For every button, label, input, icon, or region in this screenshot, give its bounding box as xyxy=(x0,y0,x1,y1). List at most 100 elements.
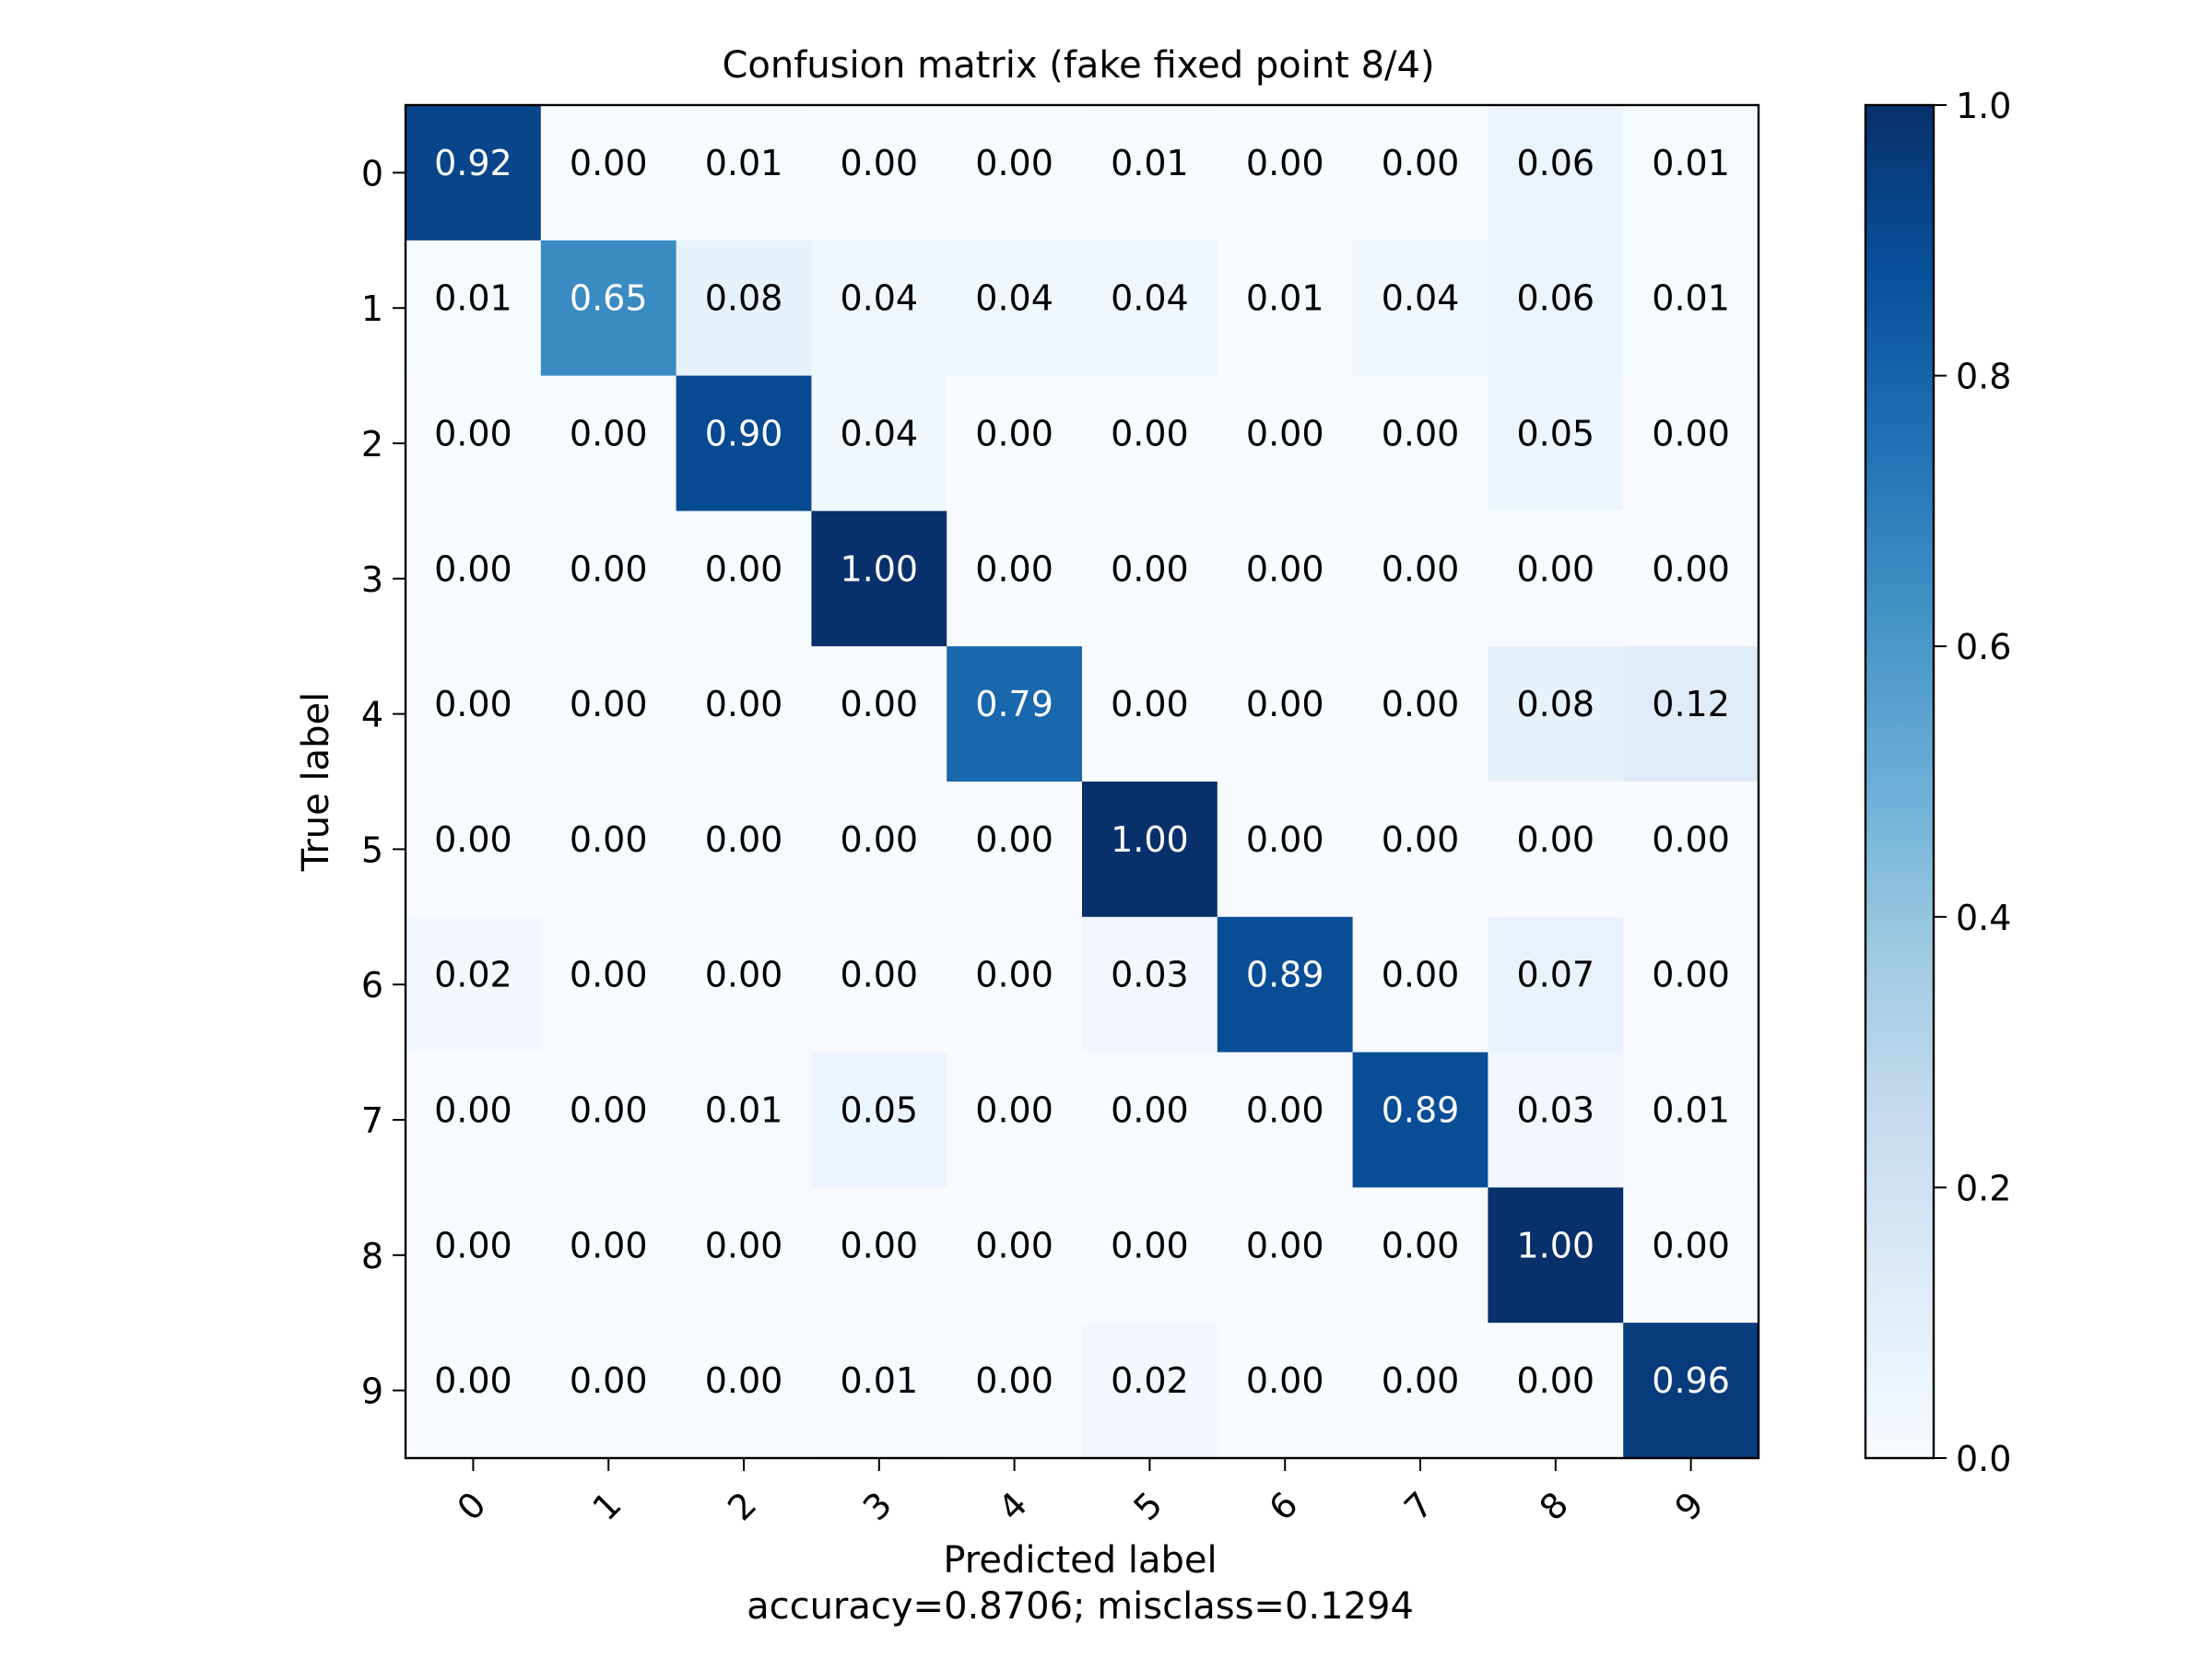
cell-value-label: 0.00 xyxy=(840,819,918,860)
cell-value-label: 0.00 xyxy=(1246,1360,1324,1401)
cell-value-label: 0.00 xyxy=(1516,819,1594,860)
heatmap-cell xyxy=(1352,916,1488,1053)
heatmap-cell xyxy=(406,916,542,1053)
cell-value-label: 0.00 xyxy=(705,1360,783,1401)
y-tick-label: 6 xyxy=(361,965,383,1006)
cell-value-label: 0.00 xyxy=(570,684,648,724)
cell-value-label: 0.01 xyxy=(705,143,783,183)
cell-value-label: 0.01 xyxy=(1246,278,1324,319)
colorbar-tick-label: 1.0 xyxy=(1956,86,2011,126)
cell-value-label: 0.00 xyxy=(570,414,648,454)
y-axis: 0 1 2 3 4 5 6 7 8 9 xyxy=(361,153,406,1412)
cell-value-label: 0.00 xyxy=(1382,548,1460,589)
heatmap-cell xyxy=(676,916,812,1053)
cell-value-label: 0.04 xyxy=(1111,278,1189,319)
cell-value-label: 0.03 xyxy=(1111,955,1189,995)
heatmap-cell xyxy=(540,1323,677,1459)
heatmap-cell xyxy=(1623,511,1759,647)
colorbar-tick-label: 0.0 xyxy=(1956,1439,2011,1479)
cell-value-label: 0.00 xyxy=(570,1225,648,1265)
heatmap-cell xyxy=(540,240,677,377)
heatmap-cell xyxy=(947,1187,1083,1324)
heatmap-cell xyxy=(1217,1323,1354,1459)
heatmap-cell xyxy=(1217,375,1354,512)
heatmap-cell xyxy=(1082,375,1218,512)
cell-value-label: 0.79 xyxy=(975,684,1053,724)
heatmap-cell xyxy=(947,105,1083,241)
heatmap-cell xyxy=(1352,105,1488,241)
heatmap-cell xyxy=(1352,1187,1488,1324)
heatmap-cell xyxy=(1217,1187,1354,1324)
plot-frame xyxy=(404,103,1760,1460)
heatmap-cell xyxy=(406,511,542,647)
heatmap-cell xyxy=(1623,782,1759,918)
heatmap-cell xyxy=(1623,1323,1759,1459)
heatmap-cell xyxy=(1082,511,1218,647)
cell-value-label: 0.00 xyxy=(1111,548,1189,589)
cell-value-label: 0.00 xyxy=(975,955,1053,995)
heatmap-cell xyxy=(947,646,1083,782)
cell-value-label: 0.08 xyxy=(1516,684,1594,724)
heatmap-cell xyxy=(1352,1052,1488,1188)
heatmap-cell xyxy=(947,916,1083,1053)
cell-value-label: 0.00 xyxy=(1652,414,1730,454)
heatmap-cell xyxy=(811,782,947,918)
heatmap-cell xyxy=(1623,240,1759,377)
cell-value-label: 0.00 xyxy=(975,1090,1053,1131)
cell-value-label: 0.06 xyxy=(1516,143,1594,183)
cell-value-label: 0.00 xyxy=(1111,1090,1189,1131)
heatmap-cell xyxy=(1217,1052,1354,1188)
heatmap-cell xyxy=(1082,782,1218,918)
heatmap-cell xyxy=(1488,1052,1624,1188)
cell-value-label: 0.04 xyxy=(840,414,918,454)
cell-value-label: 0.00 xyxy=(570,548,648,589)
cell-value-label: 0.00 xyxy=(705,955,783,995)
cell-value-label: 0.92 xyxy=(434,143,512,183)
heatmap-cell-labels: 0.92 0.00 0.01 0.00 0.00 0.01 0.00 0.00 0.06 0.01… xyxy=(434,143,1730,1401)
cell-value-label: 0.90 xyxy=(705,414,783,454)
heatmap-cell xyxy=(540,105,677,241)
cell-value-label: 0.01 xyxy=(1652,143,1730,183)
cell-value-label: 0.00 xyxy=(1652,1225,1730,1265)
colorbar xyxy=(1864,103,1936,1460)
heatmap-cell xyxy=(540,782,677,918)
cell-value-label: 0.00 xyxy=(434,819,512,860)
accuracy-subtitle: accuracy=0.8706; misclass=0.1294 xyxy=(747,1585,1414,1628)
heatmap-cell xyxy=(811,646,947,782)
cell-value-label: 0.02 xyxy=(434,955,512,995)
heatmap-cell xyxy=(811,375,947,512)
cell-value-label: 0.89 xyxy=(1246,955,1324,995)
cell-value-label: 0.01 xyxy=(705,1090,783,1131)
heatmap-cell xyxy=(1082,1052,1218,1188)
heatmap-cell xyxy=(1217,105,1354,241)
cell-value-label: 0.00 xyxy=(975,414,1053,454)
y-tick-label: 0 xyxy=(361,153,383,194)
heatmap-cell xyxy=(1488,1323,1624,1459)
cell-value-label: 0.00 xyxy=(975,548,1053,589)
cell-value-label: 0.04 xyxy=(840,278,918,319)
heatmap-cell xyxy=(811,511,947,647)
heatmap-cell xyxy=(1352,1323,1488,1459)
cell-value-label: 0.89 xyxy=(1382,1090,1460,1131)
heatmap-cell xyxy=(811,916,947,1053)
cell-value-label: 0.00 xyxy=(434,414,512,454)
cell-value-label: 1.00 xyxy=(840,548,918,589)
cell-value-label: 0.00 xyxy=(434,1090,512,1131)
cell-value-label: 0.06 xyxy=(1516,278,1594,319)
colorbar-ticks: 0.0 0.2 0.4 0.6 0.8 1.0 xyxy=(1934,86,2011,1479)
heatmap-cell xyxy=(540,1187,677,1324)
cell-value-label: 0.00 xyxy=(1246,548,1324,589)
heatmap-cell xyxy=(1082,105,1218,241)
heatmap-cell xyxy=(406,646,542,782)
cell-value-label: 0.00 xyxy=(975,143,1053,183)
cell-value-label: 0.00 xyxy=(1246,143,1324,183)
heatmap-cell xyxy=(676,375,812,512)
cell-value-label: 0.00 xyxy=(1382,1225,1460,1265)
heatmap-cell xyxy=(540,916,677,1053)
cell-value-label: 0.00 xyxy=(1246,1090,1324,1131)
heatmap-cell xyxy=(406,375,542,512)
heatmap-cell xyxy=(1217,240,1354,377)
y-tick-label: 2 xyxy=(361,424,383,465)
heatmap-cell xyxy=(1623,1187,1759,1324)
